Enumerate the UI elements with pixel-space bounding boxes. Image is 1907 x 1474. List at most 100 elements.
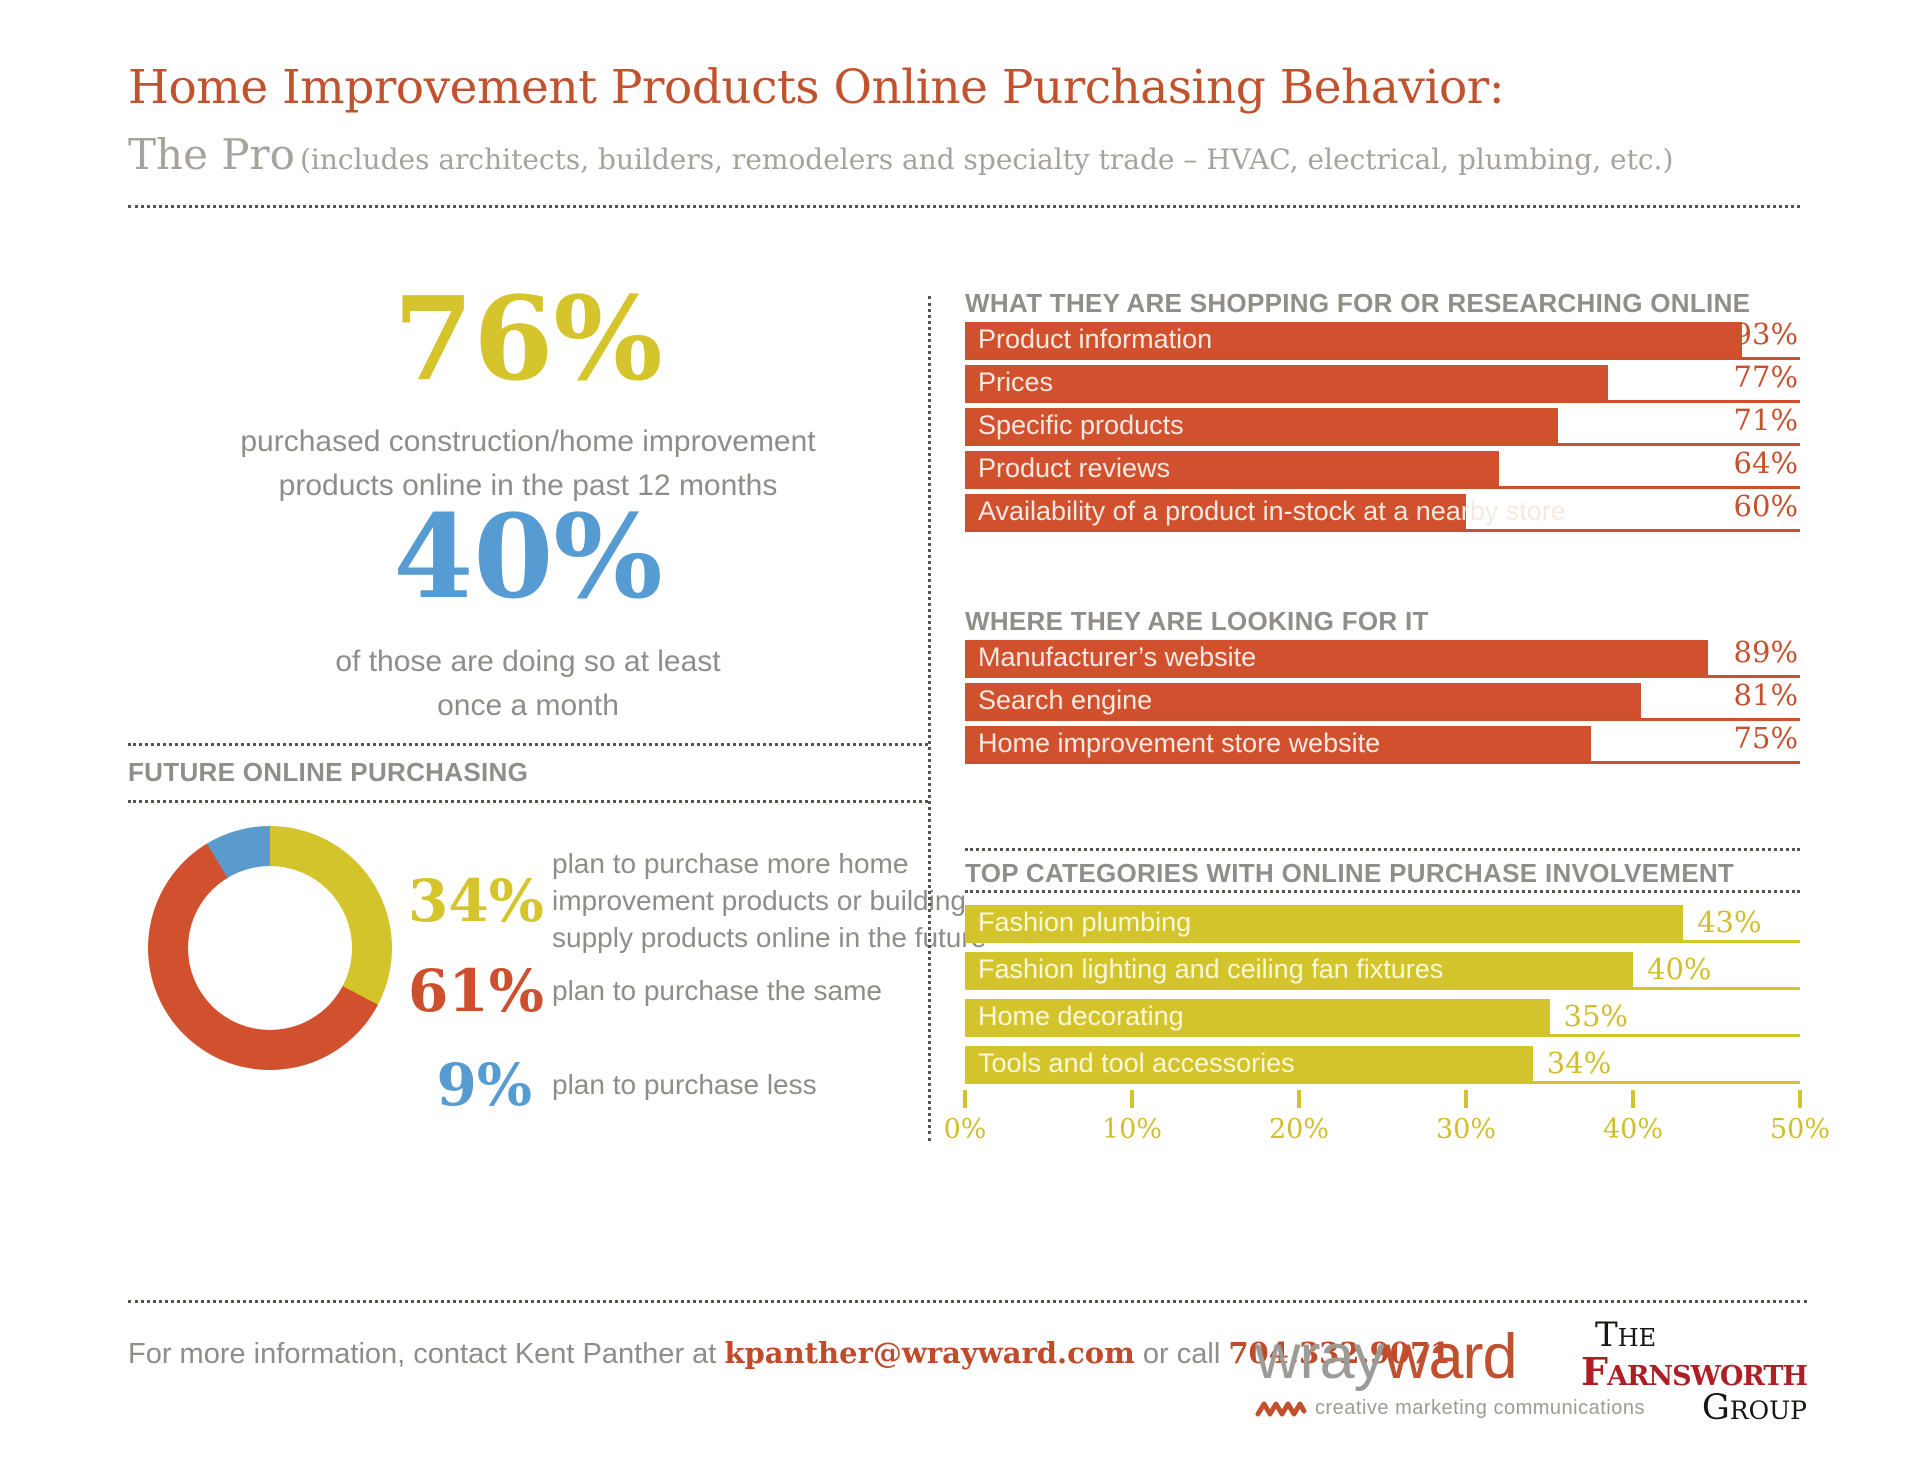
future-section-heading: FUTURE ONLINE PURCHASING	[128, 757, 529, 787]
bar: Product information	[965, 322, 1742, 357]
bar-value: 71	[1734, 403, 1798, 437]
bar-value: 93	[1734, 317, 1798, 351]
bar-label: Availability of a product in-stock at a …	[978, 496, 1566, 526]
axis-tick	[1798, 1090, 1802, 1108]
contact-line: For more information, contact Kent Panth…	[128, 1336, 1458, 1371]
subtitle-note: (includes architects, builders, remodele…	[300, 143, 1674, 176]
stat-purchased-value: 76	[128, 272, 928, 407]
bar-label: Manufacturer’s website	[978, 642, 1257, 672]
subtitle-main: The Pro	[128, 130, 295, 179]
legend-item-less: 9 plan to purchase less	[408, 1051, 992, 1119]
bar: Search engine	[965, 683, 1642, 718]
future-section-divider-bottom	[128, 800, 928, 803]
bar-row: Tools and tool accessories 34	[965, 1046, 1800, 1084]
legend-value: 61	[408, 957, 544, 1025]
column-divider	[928, 296, 931, 1141]
bar-row: Home improvement store website 75	[965, 721, 1800, 764]
page-subtitle: The Pro (includes architects, builders, …	[128, 130, 1673, 179]
bar-row: Home decorating 35	[965, 999, 1800, 1037]
bar-label: Tools and tool accessories	[978, 1048, 1295, 1078]
axis-tick	[1297, 1090, 1301, 1108]
wrayward-logo: wrayward creative marketing communicatio…	[1255, 1326, 1645, 1420]
bar-label: Home decorating	[978, 1001, 1184, 1031]
axis-tick	[1464, 1090, 1468, 1108]
bar-row: Specific products 71	[965, 403, 1800, 446]
future-section-divider-top	[128, 743, 928, 746]
stat-monthly-caption: of those are doing so at least once a mo…	[335, 645, 721, 722]
bar-row: Prices 77	[965, 360, 1800, 403]
bar-value: 43	[1697, 905, 1761, 940]
bar: Home decorating	[965, 999, 1550, 1034]
bar-value: 81	[1734, 678, 1798, 712]
contact-phone: 704.332.9071	[1228, 1336, 1451, 1370]
axis-tick	[1130, 1090, 1134, 1108]
legend-item-more: 34 plan to purchase more home improvemen…	[408, 845, 992, 957]
legend-item-same: 61 plan to purchase the same	[408, 957, 992, 1025]
farnsworth-name: Farnsworth	[1581, 1348, 1808, 1394]
wrayward-wordmark-red: ward	[1384, 1322, 1518, 1392]
legend-value: 34	[408, 867, 544, 935]
wrayward-tagline: creative marketing communications	[1255, 1397, 1645, 1420]
footer-divider	[128, 1300, 1807, 1303]
bar: Fashion plumbing	[965, 905, 1684, 940]
legend-label: plan to purchase the same	[552, 975, 882, 1007]
bar-row: Fashion plumbing 43	[965, 905, 1800, 943]
bar-label: Home improvement store website	[978, 728, 1381, 758]
bar-label: Fashion plumbing	[978, 907, 1192, 937]
future-donut-chart	[148, 826, 392, 1070]
farnsworth-the: The	[1595, 1315, 1657, 1355]
wrayward-wordmark-gray: wray	[1255, 1322, 1385, 1392]
bar: Fashion lighting and ceiling fan fixture…	[965, 952, 1633, 987]
bar-label: Prices	[978, 367, 1054, 397]
farnsworth-group: Group	[1701, 1388, 1807, 1429]
axis-tick-label: 20%	[1268, 1114, 1330, 1145]
shopping-chart-heading: WHAT THEY ARE SHOPPING FOR OR RESEARCHIN…	[965, 288, 1751, 318]
bar-row: Fashion lighting and ceiling fan fixture…	[965, 952, 1800, 990]
looking-chart-heading: WHERE THEY ARE LOOKING FOR IT	[965, 606, 1429, 636]
bar-value: 34	[1547, 1046, 1611, 1081]
page-title: Home Improvement Products Online Purchas…	[128, 60, 1505, 115]
bar-value: 75	[1734, 721, 1798, 755]
stat-purchased-caption: purchased construction/home improvement …	[240, 425, 816, 502]
bar: Tools and tool accessories	[965, 1046, 1533, 1081]
bar-value: 89	[1734, 635, 1798, 669]
farnsworth-logo: The Farnsworth Group	[1581, 1315, 1808, 1429]
bar: Availability of a product in-stock at a …	[965, 494, 1566, 529]
bar-row: Availability of a product in-stock at a …	[965, 489, 1800, 532]
bar: Product reviews	[965, 451, 1500, 486]
contact-prefix: For more information, contact Kent Panth…	[128, 1338, 725, 1370]
charts-column: WHAT THEY ARE SHOPPING FOR OR RESEARCHIN…	[944, 0, 1830, 1474]
bar-row: Search engine 81	[965, 678, 1800, 721]
bar-value: 35	[1564, 999, 1628, 1034]
bar-value: 77	[1734, 360, 1798, 394]
bar-row: Product reviews 64	[965, 446, 1800, 489]
axis-tick-label: 30%	[1435, 1114, 1497, 1145]
bar-label: Product information	[978, 324, 1213, 354]
categories-divider-top	[965, 848, 1800, 851]
bar: Prices	[965, 365, 1608, 400]
contact-suffix: .	[1450, 1338, 1459, 1370]
stat-monthly-value: 40	[128, 490, 928, 625]
contact-middle: or call	[1134, 1338, 1229, 1370]
contact-email: kpanther@wrayward.com	[724, 1336, 1135, 1370]
legend-value: 9	[408, 1051, 532, 1119]
bar-row: Product information 93	[965, 317, 1800, 360]
bar-value: 64	[1734, 446, 1798, 480]
categories-divider-bottom	[965, 890, 1800, 893]
axis-tick	[1631, 1090, 1635, 1108]
axis-tick-label: 50%	[1769, 1114, 1831, 1145]
bar-label: Fashion lighting and ceiling fan fixture…	[978, 954, 1444, 984]
legend-label: plan to purchase less	[552, 1069, 817, 1101]
wrayward-zigzag-icon	[1255, 1401, 1307, 1416]
axis-tick-label: 40%	[1602, 1114, 1664, 1145]
axis-tick-label: 0%	[943, 1114, 987, 1145]
bar-row: Manufacturer’s website 89	[965, 635, 1800, 678]
categories-chart-heading: TOP CATEGORIES WITH ONLINE PURCHASE INVO…	[965, 858, 1735, 888]
bar-value: 60	[1734, 489, 1798, 523]
bar-label: Search engine	[978, 685, 1153, 715]
wrayward-tagline-text: creative marketing communications	[1315, 1397, 1645, 1419]
bar: Home improvement store website	[965, 726, 1592, 761]
axis-tick	[963, 1090, 967, 1108]
bar: Manufacturer’s website	[965, 640, 1709, 675]
